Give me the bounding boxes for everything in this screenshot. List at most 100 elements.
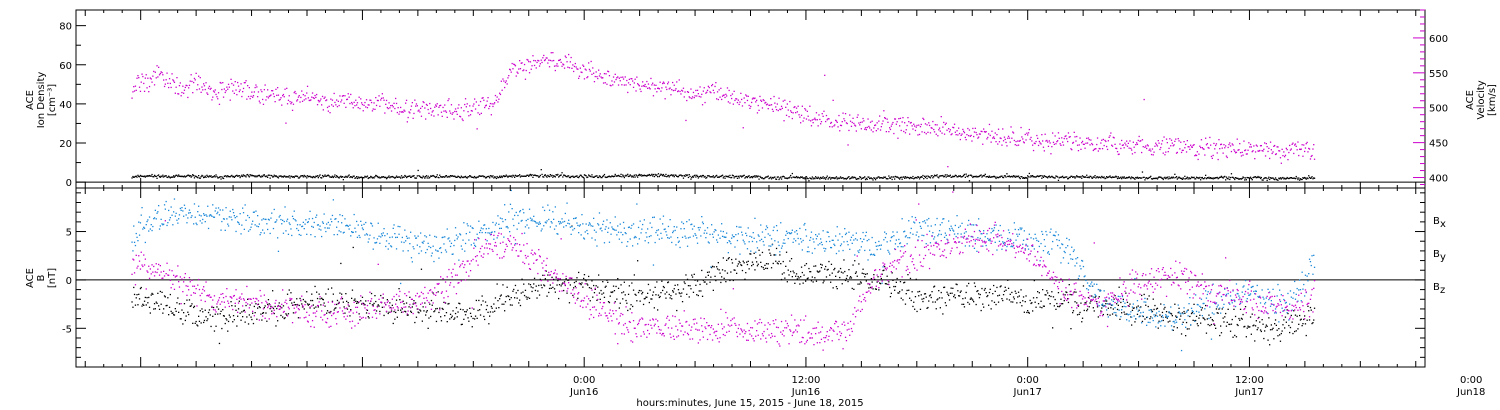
bx-series-point <box>737 263 739 265</box>
bx-series-point <box>474 315 477 317</box>
by-series-point <box>189 212 191 214</box>
velocity-series-point <box>1201 147 1203 149</box>
velocity-series-point <box>622 78 625 80</box>
bx-series-point <box>306 291 308 293</box>
by-series-point <box>205 214 207 216</box>
bx-series-point <box>1184 312 1186 314</box>
by-series-point <box>596 245 598 247</box>
velocity-series-point <box>838 114 840 117</box>
density-series-point <box>659 174 661 176</box>
by-series-point <box>330 218 332 220</box>
density-series-point <box>258 174 260 176</box>
bx-series-point <box>1002 294 1005 296</box>
density-series-point <box>420 176 423 179</box>
bx-series-point <box>602 292 605 294</box>
by-series-point <box>420 232 422 234</box>
density-series-point <box>591 174 593 176</box>
bx-series-point <box>769 252 771 254</box>
velocity-series-point <box>295 92 297 95</box>
density-series-point <box>970 174 972 176</box>
bx-series-point <box>393 310 395 313</box>
density-series-point <box>198 177 201 179</box>
density-series-point <box>336 175 338 177</box>
by-series-point <box>561 218 563 220</box>
bx-series-point <box>752 263 754 266</box>
velocity-series-point <box>351 101 353 104</box>
velocity-series-point <box>1298 154 1300 157</box>
bx-series-point <box>787 269 789 271</box>
bx-series-point <box>307 304 309 306</box>
velocity-series-point <box>1235 151 1238 153</box>
bx-series-point <box>973 282 976 284</box>
density-series-point <box>412 175 414 177</box>
velocity-series-point <box>792 112 794 114</box>
density-series-point <box>915 176 917 179</box>
bx-series-point <box>583 277 585 280</box>
density-series-point <box>1297 178 1299 181</box>
density-series-point <box>446 176 448 178</box>
density-series-point <box>728 176 730 178</box>
velocity-series-point <box>1048 140 1050 142</box>
velocity-series-point <box>512 68 514 70</box>
density-series-point <box>1035 176 1037 178</box>
bx-series-point <box>1027 310 1029 312</box>
density-series-point <box>804 178 806 180</box>
velocity-series-point <box>406 121 408 123</box>
density-series-point <box>133 176 136 178</box>
density-series-point <box>298 177 300 179</box>
density-series-point <box>835 177 837 179</box>
velocity-series-point <box>430 114 433 116</box>
bx-series-point <box>518 302 520 304</box>
velocity-series-point <box>1096 137 1099 139</box>
density-series-point <box>574 175 576 178</box>
velocity-series-point <box>775 109 778 111</box>
density-series-point <box>474 175 476 178</box>
by-series-point <box>356 220 358 223</box>
density-series-point <box>618 175 620 177</box>
bx-series-point <box>652 294 654 296</box>
density-series-point <box>357 176 359 178</box>
velocity-series-point <box>1284 156 1286 158</box>
velocity-series-point <box>1308 147 1310 150</box>
by-series-point <box>542 206 544 208</box>
bx-series-point <box>748 268 750 270</box>
density-series-point <box>786 177 788 180</box>
by-series-point <box>412 246 414 248</box>
density-series-point <box>595 175 597 177</box>
velocity-series-point <box>911 125 913 127</box>
density-series-point <box>433 175 435 177</box>
density-series-point <box>760 176 762 178</box>
bx-series-point <box>562 282 564 284</box>
by-series-point <box>533 215 535 217</box>
bx-series-point <box>331 300 334 302</box>
by-series-point <box>221 220 223 223</box>
bx-series-point <box>780 278 783 281</box>
density-series-point <box>217 177 220 179</box>
velocity-series-point <box>879 129 882 131</box>
velocity-series-point <box>650 77 652 80</box>
velocity-series-point <box>899 117 902 119</box>
bx-series-point <box>1266 325 1268 327</box>
by-series-point <box>301 225 304 227</box>
by-series-point <box>523 232 526 234</box>
bx-series-point <box>1000 285 1002 287</box>
by-series-point <box>453 244 455 247</box>
bx-series-point <box>345 293 347 295</box>
velocity-series-point <box>1212 154 1214 157</box>
density-series-point <box>543 174 546 176</box>
velocity-series-point <box>1265 143 1267 145</box>
bx-series-point <box>1279 334 1281 336</box>
bx-series-point <box>166 304 168 307</box>
by-series-point <box>142 228 144 230</box>
velocity-series-point <box>594 75 596 78</box>
density-series-point <box>1256 176 1258 179</box>
by-series-point <box>652 264 655 266</box>
bx-series-point <box>1252 325 1254 327</box>
density-series-point <box>994 176 996 178</box>
velocity-series-point <box>848 129 850 132</box>
by-series-point <box>572 229 574 231</box>
bx-series-point <box>926 307 928 309</box>
density-series-point <box>511 176 513 178</box>
velocity-series-point <box>1002 128 1004 130</box>
bx-series-point <box>1192 319 1194 321</box>
